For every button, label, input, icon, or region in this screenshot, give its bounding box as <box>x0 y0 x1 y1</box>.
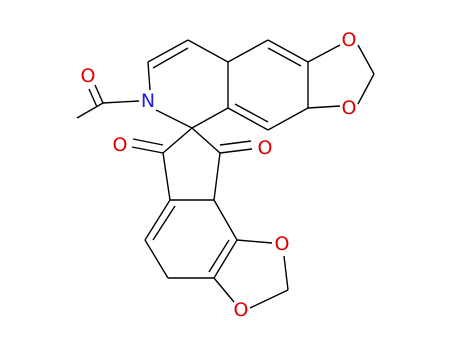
atom-label: O <box>258 137 273 159</box>
atom-label: O <box>81 65 96 87</box>
atom-label: O <box>342 97 357 119</box>
atom-label: O <box>113 134 128 156</box>
atom-label: O <box>342 29 357 51</box>
atom-label: O <box>275 233 290 255</box>
atom-labels: O N O O O O O O <box>81 29 357 321</box>
atom-label: O <box>234 299 249 321</box>
atom-label: N <box>141 90 155 112</box>
bonds <box>76 39 375 309</box>
